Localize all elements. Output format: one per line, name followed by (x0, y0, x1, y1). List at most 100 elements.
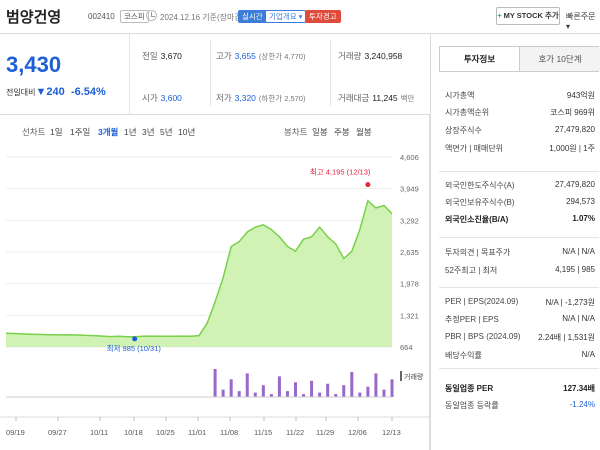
info-row: 동일업종 PER 127.34배 (445, 383, 595, 397)
y-tick-label: 664 (400, 343, 413, 352)
volume-bar (302, 394, 306, 397)
info-row: 동일업종 등락률 -1.24% (445, 400, 595, 414)
volume-bar (213, 369, 217, 397)
price-chart[interactable]: 4,606 3,949 3,292 2,635 1,978 1,321 664 최고 4,19… (0, 143, 430, 449)
candle-weekly[interactable]: 주봉 (334, 127, 350, 137)
info-row-value: -1.24% (569, 400, 595, 409)
volume-bar (261, 385, 265, 397)
low-label: 최저 985 (10/31) (107, 343, 162, 353)
candle-monthly[interactable]: 월봉 (356, 127, 372, 137)
info-row-label: 시가총액 (445, 91, 475, 100)
info-row-label: 투자의견 | 목표주가 (445, 248, 511, 257)
change-label: 전일대비 (6, 88, 36, 97)
stock-code: 002410 (88, 12, 115, 21)
sidebar-divider (439, 287, 599, 288)
info-row-value: 1.07% (572, 214, 595, 223)
realtime-button[interactable]: 실시간 (238, 10, 267, 23)
volume-bar (390, 379, 394, 397)
sidebar-divider (439, 368, 599, 369)
info-row-value: 4,195 | 985 (555, 265, 595, 274)
company-overview-button[interactable]: 기업개요 ▾ (265, 10, 307, 23)
down-arrow-icon: ▼ (35, 86, 47, 98)
quick-order-button[interactable]: 빠른주문 ▾ (566, 12, 596, 31)
info-row-label: 동일업종 PER (445, 384, 494, 393)
info-row: PER | EPS(2024.09) N/A | -1,273원 (445, 297, 595, 311)
stat-open: 시가 3,600 (142, 93, 182, 103)
info-row: 외국인보유주식수(B) 294,573 (445, 197, 595, 211)
volume-bar (237, 391, 241, 397)
x-tick-label: 11/22 (286, 428, 304, 437)
stat-low: 저가 3,320 (하한가 2,570) (216, 93, 306, 103)
volume-legend-icon (400, 371, 402, 381)
x-tick-label: 10/11 (90, 428, 108, 437)
info-row: 시가총액 943억원 (445, 90, 595, 104)
volume-label: 거래량 (404, 372, 424, 381)
x-tick-label: 09/27 (48, 428, 67, 437)
change-value: 240 (46, 86, 65, 98)
volume-bar (310, 380, 314, 397)
volume-bar (366, 386, 370, 397)
info-row: 52주최고 | 최저 4,195 | 985 (445, 265, 595, 279)
sidebar-divider (439, 237, 599, 238)
info-tabs: 투자정보 호가 10단계 (439, 46, 600, 72)
y-tick-label: 4,606 (400, 153, 419, 162)
stat-high: 고가 3,655 (상한가 4,770) (216, 51, 306, 61)
line-chart-label[interactable]: 선차트 (22, 127, 46, 137)
stat-prev: 전일 3,670 (142, 51, 182, 61)
candle-chart-label[interactable]: 봉차트 (284, 127, 308, 137)
y-tick-label: 1,321 (400, 311, 419, 320)
price-area (6, 200, 392, 347)
volume-bar (358, 392, 362, 397)
y-tick-label: 1,978 (400, 280, 419, 289)
info-row: 투자의견 | 목표주가 N/A | N/A (445, 247, 595, 261)
price-stats: 전일 3,670 고가 3,655 (상한가 4,770) 거래량 3,240,958 … (130, 34, 430, 114)
info-row-value: 127.34배 (563, 384, 595, 393)
info-row-label: PBR | BPS (2024.09) (445, 332, 521, 341)
tab-orderbook[interactable]: 호가 10단계 (520, 47, 600, 71)
period-10y[interactable]: 10년 (178, 127, 196, 137)
volume-bar (221, 389, 225, 397)
info-row: 시가총액순위 코스피 969위 (445, 107, 595, 121)
x-tick-label: 11/08 (220, 428, 238, 437)
candle-daily[interactable]: 일봉 (312, 127, 328, 137)
period-3y[interactable]: 3년 (142, 127, 155, 137)
add-mystock-label: MY STOCK 추가 (503, 11, 559, 20)
volume-bar (294, 382, 297, 397)
info-row: PBR | BPS (2024.09) 2.24배 | 1,531원 (445, 332, 595, 346)
volume-bar (334, 394, 338, 397)
period-1d[interactable]: 1일 (50, 127, 63, 137)
volume-bar (374, 373, 378, 397)
volume-bar (326, 383, 330, 397)
volume-bar (382, 389, 386, 397)
info-row-value: 코스피 969위 (549, 108, 595, 117)
change-percent: -6.54% (70, 86, 106, 98)
tab-investment-info[interactable]: 투자정보 (440, 47, 520, 71)
x-tick-label: 11/29 (316, 428, 334, 437)
add-mystock-button[interactable]: + MY STOCK 추가 (496, 7, 560, 25)
info-row-value: 1,000원 | 1주 (549, 144, 595, 153)
info-row-value: N/A | -1,273원 (545, 298, 595, 307)
period-3m[interactable]: 3개월 (98, 127, 119, 137)
info-row-value: N/A (581, 350, 595, 359)
info-row: 추정PER | EPS N/A | N/A (445, 314, 595, 328)
stat-amount: 거래대금 11,245 백만 (338, 93, 415, 103)
y-tick-label: 3,949 (400, 185, 419, 194)
period-5y[interactable]: 5년 (160, 127, 173, 137)
info-row-label: 외국인소진율(B/A) (445, 215, 509, 224)
info-row-value: N/A | N/A (562, 314, 595, 323)
price-change: 전일대비▼240 -6.54% (6, 86, 106, 98)
info-row-value: 943억원 (566, 91, 595, 100)
x-tick-label: 09/19 (6, 428, 25, 437)
price-summary: 3,430 전일대비▼240 -6.54% (0, 34, 130, 114)
investment-warning-badge: 투자경고 (305, 10, 341, 23)
period-1y[interactable]: 1년 (124, 127, 137, 137)
stat-volume: 거래량 3,240,958 (338, 51, 403, 61)
period-1w[interactable]: 1주일 (70, 127, 91, 137)
info-row-label: 외국인보유주식수(B) (445, 198, 515, 207)
volume-bar (342, 385, 346, 397)
x-tick-label: 12/13 (382, 428, 401, 437)
sidebar-divider (439, 171, 599, 172)
info-row: 외국인소진율(B/A) 1.07% (445, 214, 595, 228)
volume-bar (229, 379, 233, 397)
info-row-label: 시가총액순위 (445, 108, 490, 117)
